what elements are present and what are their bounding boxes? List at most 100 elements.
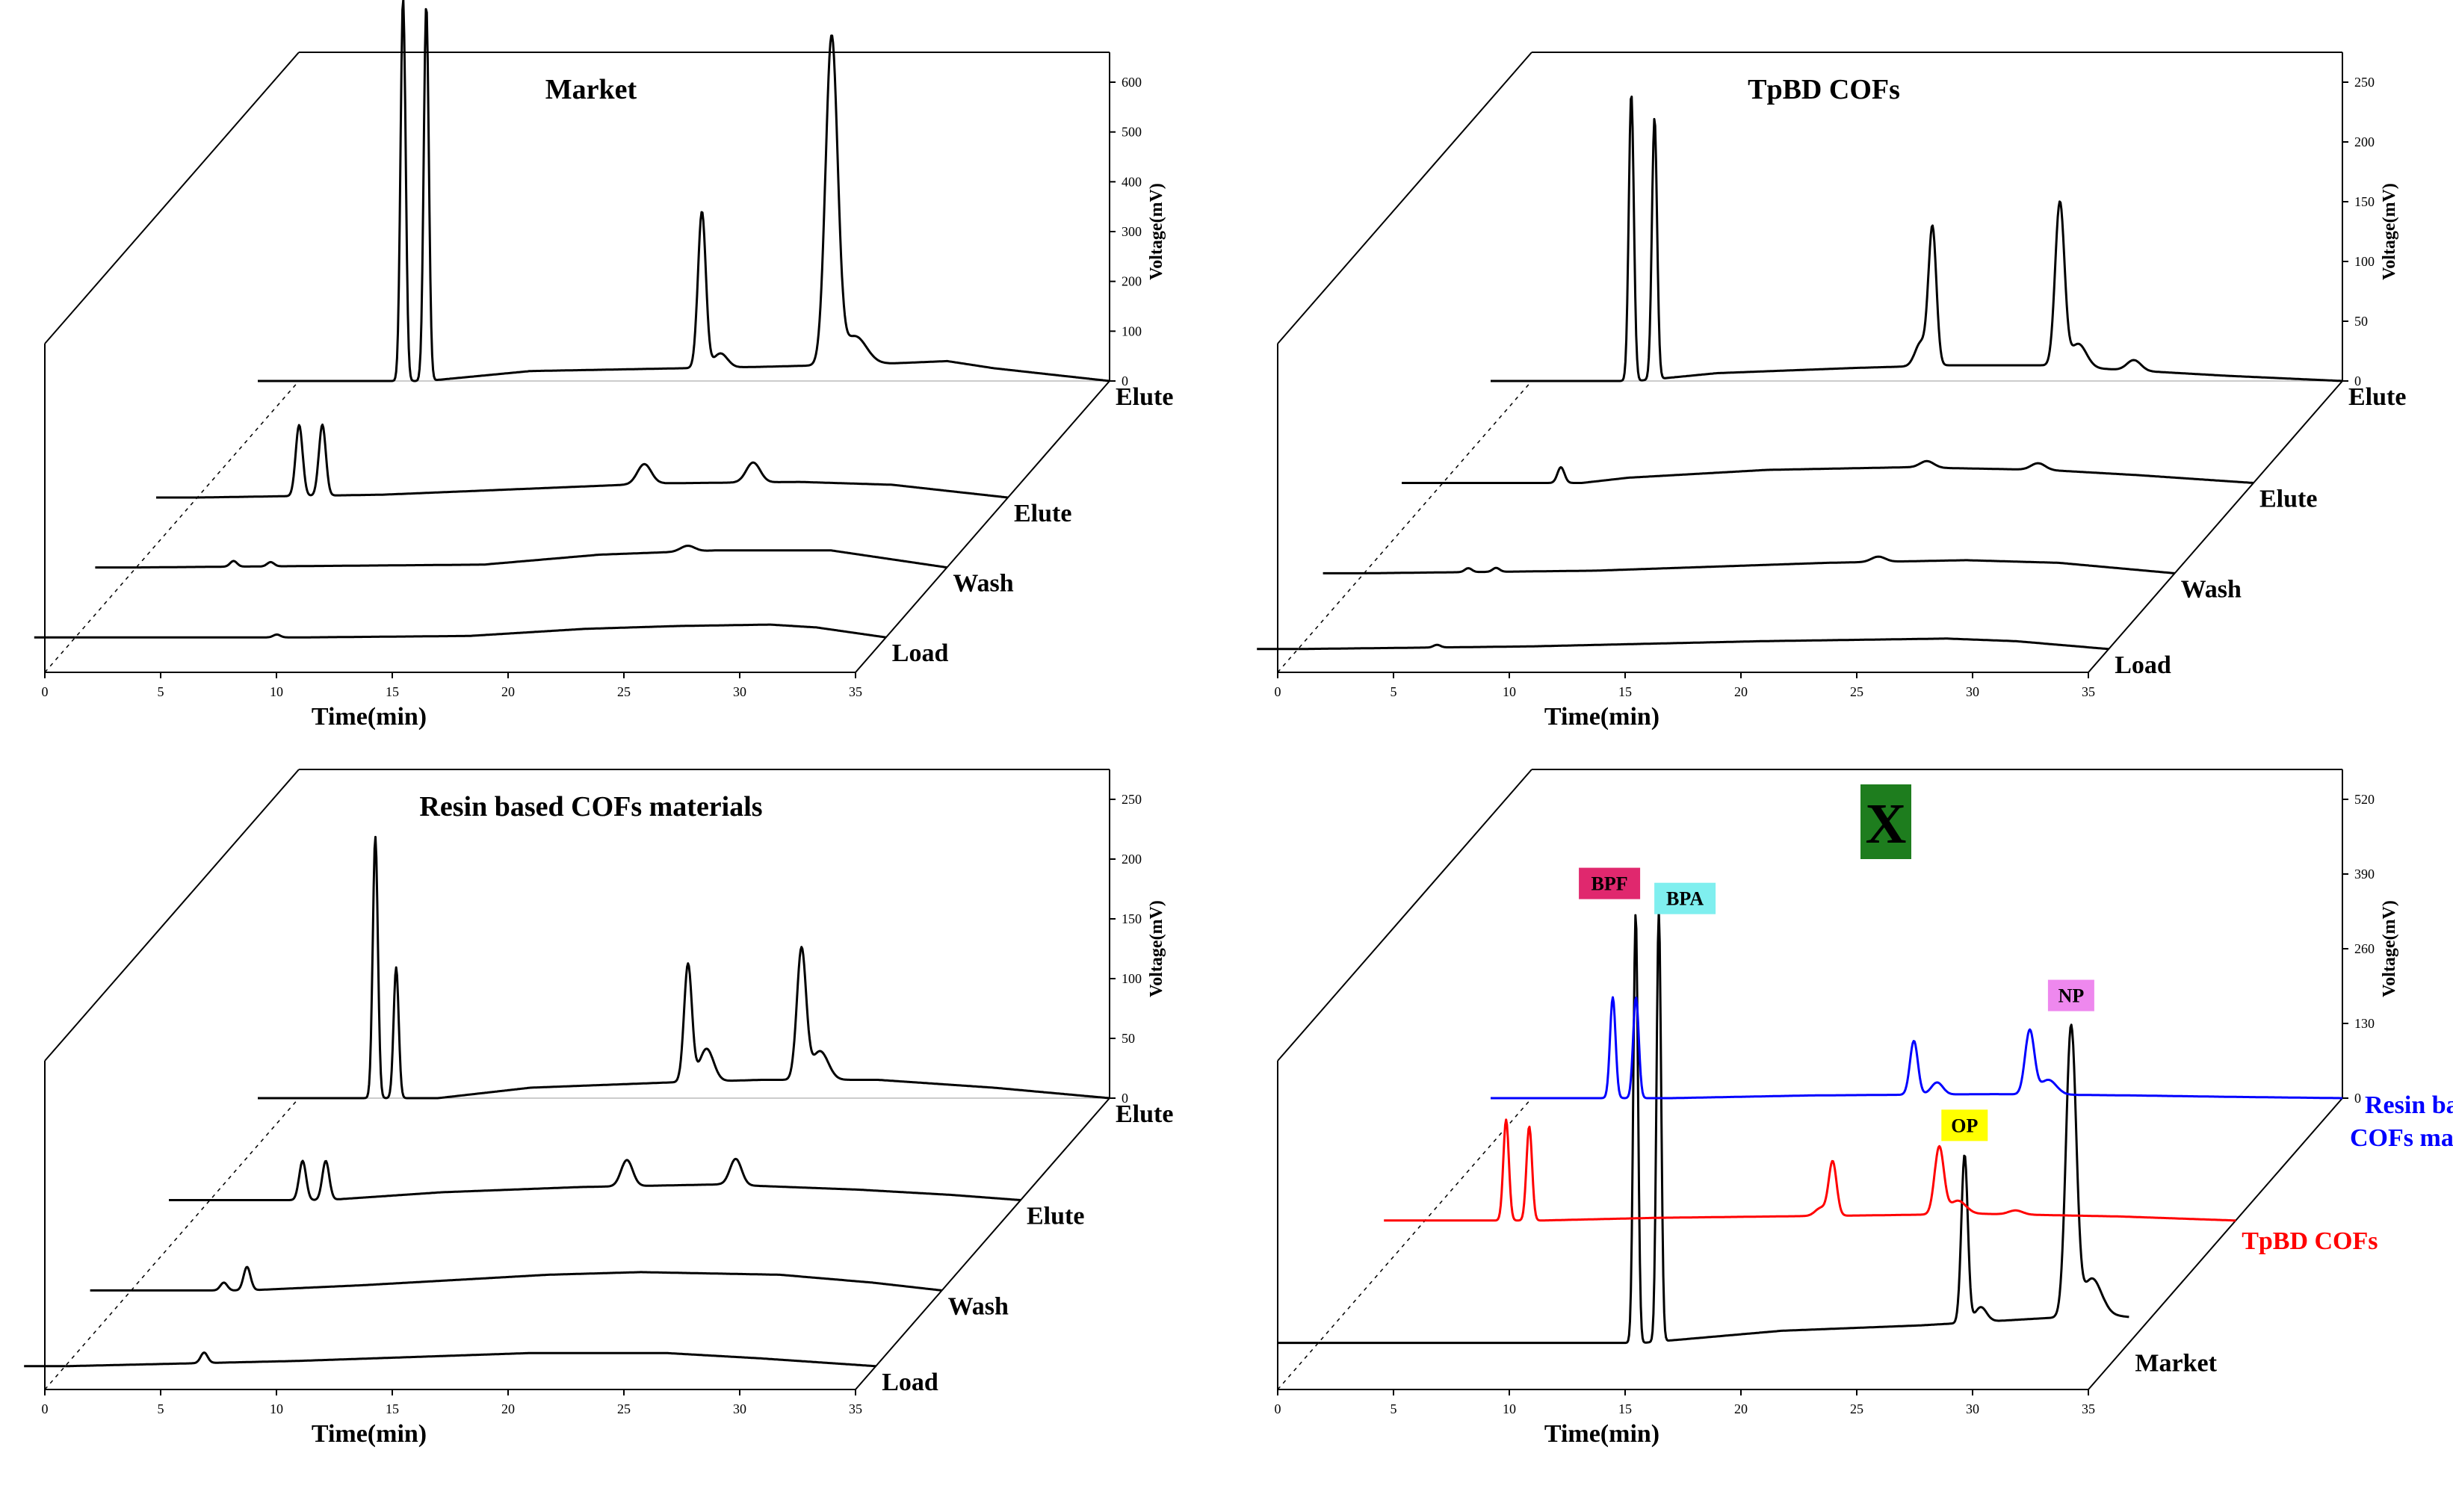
depth-axis-left xyxy=(44,380,300,673)
series-line-elute xyxy=(209,1157,1021,1201)
x-tick-label: 0 xyxy=(42,684,49,699)
x-tick-label: 15 xyxy=(386,1401,399,1416)
series-label-wash: Wash xyxy=(2181,575,2242,603)
frame-top-diagonal xyxy=(44,52,300,344)
y-axis-label: Voltage(mV) xyxy=(1147,183,1166,280)
series-label-elute: Elute xyxy=(2348,383,2406,411)
y-tick-label: 0 xyxy=(2354,1091,2361,1106)
x-tick-label: 35 xyxy=(2082,684,2095,699)
series-line-wash xyxy=(131,1265,942,1292)
series-line-market xyxy=(1318,910,2129,1345)
series-label-load: Load xyxy=(2115,651,2171,679)
x-tick-label: 15 xyxy=(386,684,399,699)
x-axis-label: Time(min) xyxy=(312,703,427,731)
y-tick-label: 390 xyxy=(2354,867,2375,882)
frame-top-diagonal xyxy=(1277,52,1532,344)
x-tick-label: 30 xyxy=(1966,1401,1979,1416)
depth-axis-right xyxy=(2088,380,2343,673)
x-tick-label: 10 xyxy=(1503,684,1516,699)
annotation-label-np: NP xyxy=(2058,985,2085,1007)
y-tick-label: 200 xyxy=(1122,852,1142,867)
series-label-resin-based-cofs-materials: COFs materials xyxy=(2350,1124,2453,1152)
x-axis-label: Time(min) xyxy=(312,1420,427,1448)
annotation-badge-bpa xyxy=(1654,882,1716,914)
x-tick-label: 0 xyxy=(42,1401,49,1416)
annotation-label-bpa: BPA xyxy=(1666,888,1704,910)
y-tick-label: 150 xyxy=(2354,194,2375,209)
series-line-elute xyxy=(1531,95,2343,382)
annotation-badge-bpf xyxy=(1579,867,1641,899)
series-line-load xyxy=(75,623,887,639)
depth-axis-left xyxy=(44,1097,300,1390)
series-line-load xyxy=(1297,637,2109,651)
x-tick-label: 5 xyxy=(1391,1401,1397,1416)
depth-axis-right xyxy=(2088,1097,2343,1390)
y-tick-label: 130 xyxy=(2354,1016,2375,1031)
panel-market: 0 5 10 15 20 25 30 35 Time(min) 0 100 200 300 400 500 6… xyxy=(34,0,1173,731)
x-tick-label: 10 xyxy=(270,1401,283,1416)
x-axis-label: Time(min) xyxy=(1544,1420,1659,1448)
frame-top-diagonal xyxy=(1277,769,1532,1062)
panel-title: X xyxy=(1866,793,1907,855)
series-label-tpbd-cofs: TpBD COFs xyxy=(2242,1227,2378,1255)
series-line-resin-based-cofs-materials xyxy=(1531,996,2343,1100)
panel-title: TpBD COFs xyxy=(1748,74,1900,105)
x-tick-label: 35 xyxy=(849,684,862,699)
series-line-load xyxy=(64,1351,876,1368)
x-tick-label: 20 xyxy=(1734,684,1748,699)
y-tick-label: 200 xyxy=(2354,134,2375,149)
x-badge xyxy=(1860,784,1911,859)
x-tick-label: 30 xyxy=(1966,684,1979,699)
series-line-elute xyxy=(1442,459,2254,484)
panel-tpbd-cofs: 0 5 10 15 20 25 30 35 Time(min) 0 50 100 150 200 250 Vo… xyxy=(1257,52,2406,731)
x-tick-label: 20 xyxy=(1734,1401,1748,1416)
annotation-label-bpf: BPF xyxy=(1591,873,1628,895)
x-tick-label: 30 xyxy=(733,1401,746,1416)
annotation-badge-op xyxy=(1941,1109,1988,1141)
panel-resin-based-cofs: 0 5 10 15 20 25 30 35 Time(min) 0 50 100 150 200 250 Vo… xyxy=(24,769,1173,1448)
y-tick-label: 100 xyxy=(1122,323,1142,338)
x-tick-label: 25 xyxy=(617,684,631,699)
x-tick-label: 25 xyxy=(1850,1401,1863,1416)
x-tick-label: 0 xyxy=(1275,684,1281,699)
x-tick-label: 20 xyxy=(501,684,515,699)
series-line-elute xyxy=(197,424,1009,499)
x-tick-label: 10 xyxy=(1503,1401,1516,1416)
depth-axis-right xyxy=(855,1097,1110,1390)
panel-title: Resin based COFs materials xyxy=(419,791,762,822)
y-tick-label: 260 xyxy=(2354,941,2375,956)
depth-axis-left xyxy=(1277,380,1532,673)
x-tick-label: 0 xyxy=(1275,1401,1281,1416)
annotation-badge-np xyxy=(2047,979,2094,1011)
x-axis-label: Time(min) xyxy=(1544,703,1659,731)
series-label-elute: Elute xyxy=(1116,383,1173,411)
y-tick-label: 200 xyxy=(1122,274,1142,289)
series-label-elute: Elute xyxy=(2259,486,2317,513)
series-label-load: Load xyxy=(882,1369,938,1396)
series-label-wash: Wash xyxy=(948,1292,1009,1320)
series-line-tpbd-cofs xyxy=(1424,1118,2236,1222)
panel-title: Market xyxy=(545,74,637,105)
x-tick-label: 5 xyxy=(158,684,164,699)
y-axis-label: Voltage(mV) xyxy=(2380,183,2399,280)
panel-comparison-x: 0 5 10 15 20 25 30 35 Time(min) 0 130 260 390 520 Volt… xyxy=(1275,769,2453,1448)
depth-axis-left xyxy=(1277,1097,1532,1390)
series-label-load: Load xyxy=(892,639,949,667)
y-tick-label: 100 xyxy=(1122,971,1142,986)
y-tick-label: 520 xyxy=(2354,792,2375,807)
series-label-elute: Elute xyxy=(1027,1203,1084,1230)
x-tick-label: 15 xyxy=(1618,1401,1632,1416)
y-tick-label: 0 xyxy=(1122,1091,1128,1106)
y-tick-label: 100 xyxy=(2354,254,2375,269)
x-tick-label: 5 xyxy=(158,1401,164,1416)
x-tick-label: 15 xyxy=(1618,684,1632,699)
series-line-elute xyxy=(298,0,1110,382)
y-tick-label: 0 xyxy=(2354,374,2361,388)
y-tick-label: 300 xyxy=(1122,224,1142,239)
x-tick-label: 35 xyxy=(2082,1401,2095,1416)
series-label-resin-based-cofs-materials: Resin based xyxy=(2365,1091,2453,1119)
y-tick-label: 500 xyxy=(1122,125,1142,140)
y-tick-label: 250 xyxy=(1122,792,1142,807)
